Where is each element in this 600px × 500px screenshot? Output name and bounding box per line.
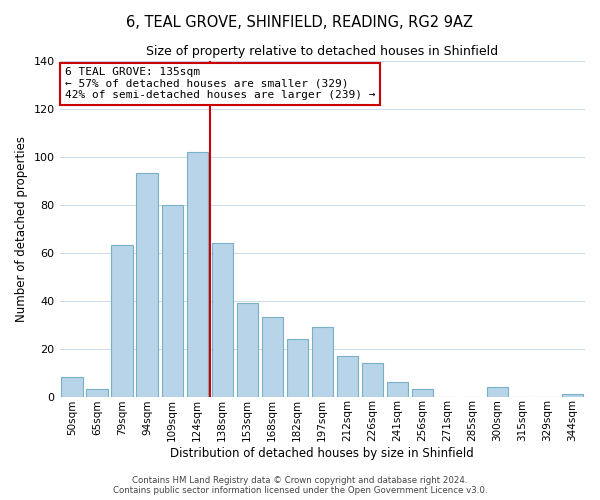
- Bar: [562, 394, 583, 396]
- Bar: [86, 390, 108, 396]
- Text: 6, TEAL GROVE, SHINFIELD, READING, RG2 9AZ: 6, TEAL GROVE, SHINFIELD, READING, RG2 9…: [127, 15, 473, 30]
- Bar: [236, 303, 258, 396]
- Bar: [311, 327, 333, 396]
- Bar: [262, 318, 283, 396]
- Bar: [287, 339, 308, 396]
- Bar: [112, 246, 133, 396]
- Bar: [212, 243, 233, 396]
- Text: Contains HM Land Registry data © Crown copyright and database right 2024.
Contai: Contains HM Land Registry data © Crown c…: [113, 476, 487, 495]
- Title: Size of property relative to detached houses in Shinfield: Size of property relative to detached ho…: [146, 45, 499, 58]
- Bar: [337, 356, 358, 397]
- Bar: [387, 382, 408, 396]
- Bar: [61, 378, 83, 396]
- Text: 6 TEAL GROVE: 135sqm
← 57% of detached houses are smaller (329)
42% of semi-deta: 6 TEAL GROVE: 135sqm ← 57% of detached h…: [65, 68, 375, 100]
- X-axis label: Distribution of detached houses by size in Shinfield: Distribution of detached houses by size …: [170, 447, 474, 460]
- Bar: [161, 204, 183, 396]
- Bar: [412, 390, 433, 396]
- Bar: [187, 152, 208, 396]
- Bar: [136, 174, 158, 396]
- Bar: [362, 363, 383, 396]
- Y-axis label: Number of detached properties: Number of detached properties: [15, 136, 28, 322]
- Bar: [487, 387, 508, 396]
